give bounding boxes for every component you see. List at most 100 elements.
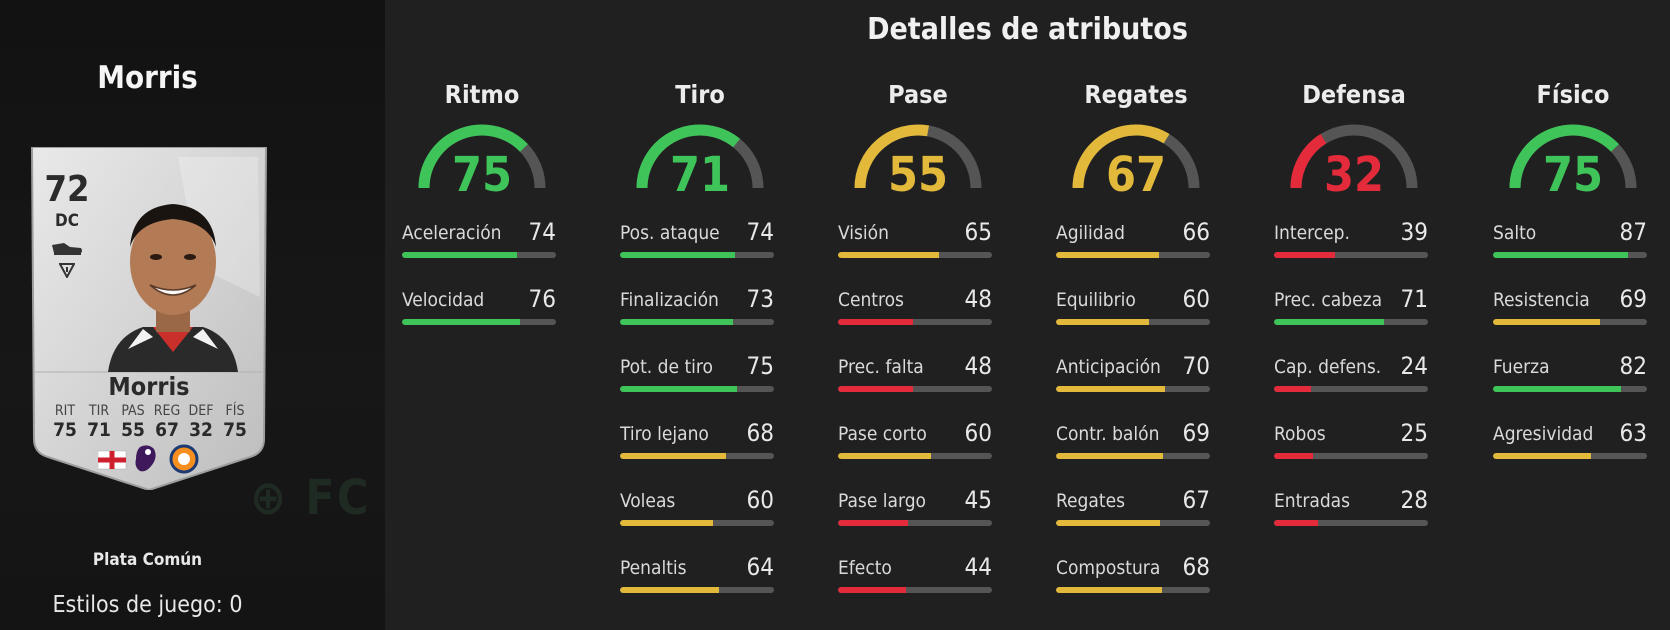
attribute-bar	[1056, 520, 1210, 526]
attribute-bar-fill	[838, 386, 913, 392]
attribute-label: Pos. ataque	[620, 222, 720, 244]
attribute-label: Anticipación	[1056, 356, 1161, 378]
attribute-value: 25	[1400, 419, 1428, 447]
attribute-row: Velocidad 76	[402, 283, 562, 350]
gauge-fill	[636, 124, 741, 189]
attribute-bar	[838, 587, 992, 593]
attribute-row: Penaltis 64	[620, 551, 780, 618]
watermark-logo: ⊕ FC	[250, 470, 371, 526]
attribute-label: Aceleración	[402, 222, 502, 244]
attribute-value: 39	[1400, 218, 1428, 246]
attribute-bar-fill	[1056, 587, 1162, 593]
attribute-label: Contr. balón	[1056, 423, 1160, 445]
attribute-row: Contr. balón 69	[1056, 417, 1216, 484]
attribute-bar-fill	[620, 520, 714, 526]
category-gauge: 75	[402, 122, 562, 204]
attribute-value: 69	[1619, 285, 1647, 313]
category-title: Defensa	[1302, 80, 1406, 109]
attribute-bar	[620, 587, 774, 593]
attribute-list: Agilidad 66 Equilibrio 60 Anticipación 70 Cont…	[1056, 216, 1216, 618]
attribute-column-defensa: Defensa 32 Intercep. 39 Prec. cabeza 71 Cap. …	[1274, 80, 1434, 551]
attribute-label: Centros	[838, 289, 904, 311]
attributes-panel	[385, 0, 1670, 630]
attribute-bar	[620, 252, 774, 258]
gauge-fill	[1072, 124, 1170, 189]
attribute-column-tiro: Tiro 71 Pos. ataque 74 Finalización 73 Pot. d…	[620, 80, 780, 618]
attribute-bar	[1493, 319, 1647, 325]
attribute-bar-fill	[1493, 252, 1629, 258]
attribute-label: Agresividad	[1493, 423, 1594, 445]
attribute-row: Intercep. 39	[1274, 216, 1434, 283]
attribute-row: Centros 48	[838, 283, 998, 350]
card-stat-value: 32	[189, 419, 213, 441]
gauge-arc	[1072, 124, 1200, 189]
attribute-bar-fill	[838, 252, 940, 258]
category-rating: 55	[887, 147, 949, 203]
attribute-label: Pase largo	[838, 490, 927, 512]
category-gauge: 67	[1056, 122, 1216, 204]
category-title: Regates	[1084, 80, 1188, 109]
attribute-bar-fill	[1274, 453, 1313, 459]
attribute-value: 65	[964, 218, 992, 246]
attribute-value: 75	[746, 352, 774, 380]
category-title: Tiro	[675, 80, 725, 109]
category-title: Ritmo	[444, 80, 520, 109]
attribute-value: 74	[528, 218, 556, 246]
gauge-arc	[418, 124, 546, 189]
category-gauge: 75	[1493, 122, 1653, 204]
attribute-bar-fill	[1056, 319, 1150, 325]
attribute-value: 63	[1619, 419, 1647, 447]
attribute-row: Pase largo 45	[838, 484, 998, 551]
attribute-bar-fill	[1274, 252, 1335, 258]
attribute-label: Pase corto	[838, 423, 927, 445]
attribute-bar-fill	[620, 453, 726, 459]
attribute-row: Prec. falta 48	[838, 350, 998, 417]
attribute-label: Finalización	[620, 289, 719, 311]
attribute-row: Salto 87	[1493, 216, 1653, 283]
attribute-bar	[620, 453, 774, 459]
page-title: Detalles de atributos	[867, 12, 1188, 47]
gauge-fill	[854, 124, 930, 189]
attribute-bar-fill	[1056, 252, 1159, 258]
attribute-bar-fill	[1274, 319, 1385, 325]
category-gauge: 71	[620, 122, 780, 204]
attribute-label: Voleas	[620, 490, 676, 512]
attribute-bar-fill	[1493, 453, 1591, 459]
attribute-row: Finalización 73	[620, 283, 780, 350]
attribute-column-ritmo: Ritmo 75 Aceleración 74 Velocidad 76	[402, 80, 562, 350]
attribute-value: 87	[1619, 218, 1647, 246]
attribute-bar	[1493, 386, 1647, 392]
card-stat-label: RIT	[54, 403, 76, 419]
card-player-name: Morris	[108, 372, 190, 401]
attribute-row: Fuerza 82	[1493, 350, 1653, 417]
premier-league-icon	[135, 445, 156, 472]
category-rating: 75	[451, 147, 513, 203]
attribute-row: Visión 65	[838, 216, 998, 283]
attribute-label: Robos	[1274, 423, 1326, 445]
attribute-value: 74	[746, 218, 774, 246]
attribute-bar	[1274, 319, 1428, 325]
attribute-column-regates: Regates 67 Agilidad 66 Equilibrio 60 Anticipa…	[1056, 80, 1216, 618]
gauge-fill	[418, 124, 528, 189]
attribute-value: 70	[1182, 352, 1210, 380]
attribute-value: 71	[1400, 285, 1428, 313]
attribute-row: Efecto 44	[838, 551, 998, 618]
attribute-value: 76	[528, 285, 556, 313]
attribute-bar	[1056, 386, 1210, 392]
attribute-label: Velocidad	[402, 289, 485, 311]
attribute-bar	[1274, 453, 1428, 459]
attribute-list: Intercep. 39 Prec. cabeza 71 Cap. defens. 24 R…	[1274, 216, 1434, 551]
attribute-list: Visión 65 Centros 48 Prec. falta 48 Pase corto…	[838, 216, 998, 618]
attribute-value: 45	[964, 486, 992, 514]
attribute-bar-fill	[402, 319, 521, 325]
attribute-row: Pot. de tiro 75	[620, 350, 780, 417]
category-gauge: 32	[1274, 122, 1434, 204]
boot-icon	[52, 243, 82, 255]
card-stat-value: 55	[121, 419, 145, 441]
category-gauge: 55	[838, 122, 998, 204]
attribute-bar-fill	[402, 252, 518, 258]
attribute-bar-fill	[1056, 386, 1165, 392]
player-card: 72 DC Morris RIT TIR PAS REG DEF FÍS 75 …	[28, 147, 270, 490]
attribute-bar	[1274, 252, 1428, 258]
category-rating: 67	[1105, 147, 1167, 203]
